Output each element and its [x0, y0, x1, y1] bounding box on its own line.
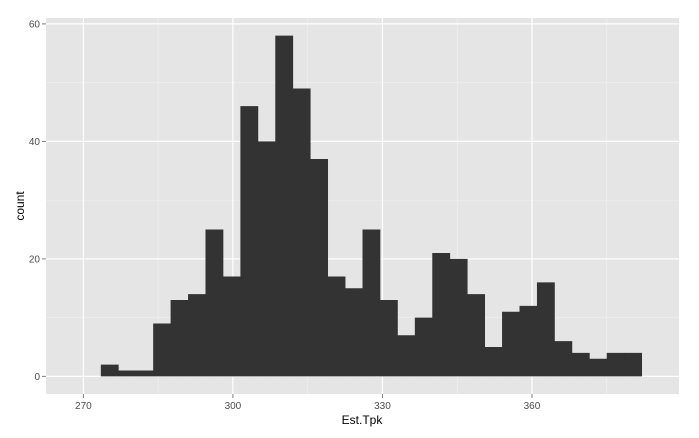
y-axis-title: count: [13, 191, 27, 221]
histogram-bar: [118, 370, 137, 377]
x-tick-label: 300: [225, 401, 242, 412]
histogram-bar: [536, 282, 555, 377]
minor-gridlines: [46, 18, 679, 394]
histogram-bar: [449, 258, 468, 377]
y-tick-label: 60: [29, 19, 41, 30]
histogram-bar: [327, 276, 346, 377]
x-axis: 270 300 330 360: [75, 394, 541, 412]
histogram-bar: [397, 335, 416, 377]
y-tick-label: 20: [29, 254, 41, 265]
histogram-bar: [153, 323, 172, 377]
histogram-bar: [414, 317, 433, 377]
histogram-bar: [432, 253, 451, 377]
histogram-bar: [379, 300, 398, 377]
y-axis: 0 20 40 60: [29, 19, 46, 383]
histogram-bar: [188, 294, 206, 377]
histogram-bar: [310, 159, 329, 377]
histogram-bar: [170, 300, 189, 377]
histogram-bar: [275, 35, 294, 377]
y-tick-label: 40: [29, 137, 41, 148]
x-tick-label: 330: [374, 401, 391, 412]
x-axis-title: Est.Tpk: [342, 413, 384, 427]
histogram-bar: [135, 370, 154, 377]
histogram-bar: [571, 352, 590, 377]
histogram-bar: [467, 294, 486, 377]
histogram-bar: [100, 364, 119, 377]
histogram-bar: [205, 229, 224, 377]
histogram-bar: [624, 352, 643, 377]
histogram-bar: [484, 347, 503, 377]
histogram-bar: [292, 88, 311, 377]
histogram-bar: [519, 305, 538, 377]
x-tick-label: 270: [75, 401, 92, 412]
histogram-bar: [240, 106, 259, 377]
histogram-bar: [257, 141, 276, 377]
histogram-bar: [554, 341, 573, 377]
y-tick-label: 0: [34, 372, 40, 383]
histogram-bar: [589, 358, 608, 377]
histogram-bars: [100, 35, 643, 377]
histogram-bar: [362, 229, 381, 377]
histogram-bar: [502, 311, 520, 377]
x-tick-label: 360: [524, 401, 541, 412]
histogram-bar: [606, 352, 625, 377]
histogram-bar: [222, 276, 241, 377]
histogram-bar: [345, 288, 363, 377]
